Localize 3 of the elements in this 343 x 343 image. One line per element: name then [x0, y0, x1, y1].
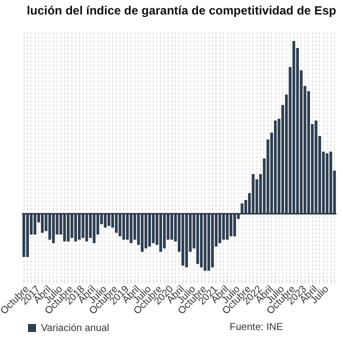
source-note: Fuente: INE — [230, 322, 283, 333]
chart-title: lución del índice de garantía de competitividad de Esp — [26, 4, 336, 18]
legend-label: Variación anual — [41, 322, 110, 334]
